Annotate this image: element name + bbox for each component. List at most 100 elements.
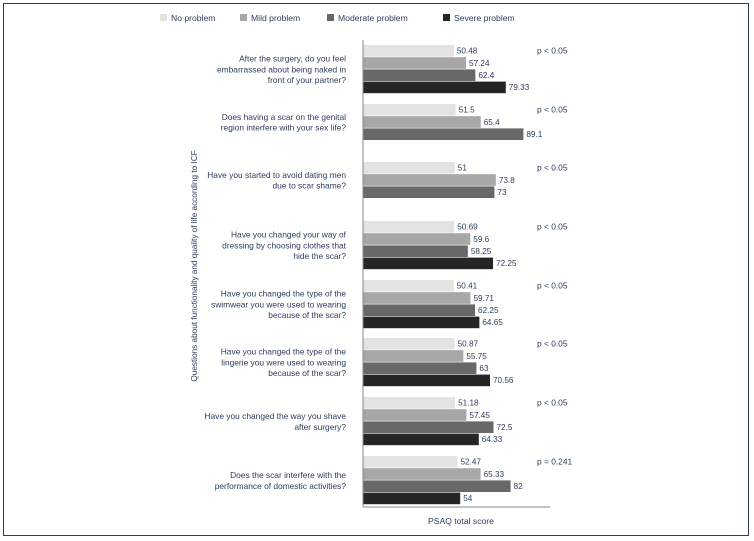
legend-swatch-0 bbox=[160, 14, 167, 21]
p-value-4: p < 0.05 bbox=[537, 281, 568, 291]
p-value-2: p < 0.05 bbox=[537, 163, 568, 173]
question-label-5-0: Have you changed the type of the bbox=[221, 347, 347, 357]
bar-5-1 bbox=[363, 350, 464, 362]
p-value-6: p < 0.05 bbox=[537, 398, 568, 408]
bar-value-label-4-0: 50.41 bbox=[457, 282, 478, 291]
question-label-0-0: After the surgery, do you feel bbox=[239, 54, 346, 64]
question-label-0-2: front of your partner? bbox=[268, 75, 347, 85]
bar-value-label-6-3: 64.33 bbox=[482, 435, 503, 444]
bar-value-label-5-1: 55.75 bbox=[466, 352, 487, 361]
bar-value-label-4-2: 62.25 bbox=[478, 306, 499, 315]
legend: No problem Mild problem Moderate problem Se… bbox=[160, 13, 515, 23]
bars-group: After the surgery, do you feelembarrasse… bbox=[204, 45, 573, 505]
bar-value-label-0-3: 79.33 bbox=[509, 83, 530, 92]
bar-6-3 bbox=[363, 433, 479, 446]
legend-label-1: Mild problem bbox=[251, 13, 300, 23]
bar-value-label-7-0: 52.47 bbox=[460, 458, 481, 467]
bar-5-3 bbox=[363, 374, 491, 387]
question-label-3-2: hide the scar? bbox=[293, 251, 346, 261]
question-label-6-0: Have you changed the way you shave bbox=[204, 411, 346, 421]
bar-value-label-4-1: 59.71 bbox=[473, 294, 494, 303]
bar-value-label-3-2: 58.25 bbox=[471, 247, 492, 256]
question-label-2-1: due to scar shame? bbox=[272, 181, 346, 191]
p-value-0: p < 0.05 bbox=[537, 46, 568, 56]
bar-value-label-5-0: 50.87 bbox=[458, 340, 479, 349]
bar-3-1 bbox=[363, 233, 471, 245]
bar-value-label-2-2: 73 bbox=[497, 188, 507, 197]
bar-value-label-3-0: 50.69 bbox=[457, 223, 478, 232]
bar-0-2 bbox=[363, 69, 476, 81]
bar-value-label-0-1: 57.24 bbox=[469, 59, 490, 68]
bar-value-label-4-3: 64.65 bbox=[482, 318, 503, 327]
question-label-7-1: performance of domestic activities? bbox=[215, 481, 347, 491]
question-label-5-2: because of the scar? bbox=[268, 368, 346, 378]
legend-label-2: Moderate problem bbox=[338, 13, 408, 23]
p-value-3: p < 0.05 bbox=[537, 222, 568, 232]
bar-4-1 bbox=[363, 292, 471, 304]
bar-3-3 bbox=[363, 257, 494, 270]
bar-value-label-1-0: 51.5 bbox=[459, 106, 475, 115]
bar-value-label-5-3: 70.56 bbox=[493, 376, 514, 385]
question-label-1-1: region interfere with your sex life? bbox=[221, 123, 347, 133]
question-label-5-1: lingerie you were used to wearing bbox=[221, 357, 346, 367]
bar-6-0 bbox=[363, 397, 456, 409]
question-label-4-2: because of the scar? bbox=[268, 310, 346, 320]
bar-7-3 bbox=[363, 492, 461, 505]
axes-group: PSAQ total score bbox=[362, 40, 550, 526]
bar-0-3 bbox=[363, 81, 506, 94]
bar-2-0 bbox=[363, 162, 455, 174]
question-label-1-0: Does having a scar on the genital bbox=[222, 112, 346, 122]
bar-value-label-0-2: 62.4 bbox=[478, 71, 494, 80]
bar-value-label-7-2: 82 bbox=[514, 482, 524, 491]
bar-5-2 bbox=[363, 362, 477, 374]
bar-2-2 bbox=[363, 186, 495, 198]
bar-1-1 bbox=[363, 116, 481, 128]
bar-6-2 bbox=[363, 421, 494, 433]
p-value-5: p < 0.05 bbox=[537, 339, 568, 349]
bar-4-0 bbox=[363, 280, 454, 292]
bar-value-label-6-0: 51.18 bbox=[458, 399, 479, 408]
legend-swatch-3 bbox=[443, 14, 450, 21]
bar-5-0 bbox=[363, 338, 455, 350]
y-axis-label: Questions about functionality and qualit… bbox=[190, 150, 199, 381]
bar-4-2 bbox=[363, 304, 476, 316]
bar-value-label-2-0: 51 bbox=[458, 164, 468, 173]
bar-3-0 bbox=[363, 221, 455, 233]
bar-value-label-2-1: 73.8 bbox=[499, 176, 515, 185]
y-axis-label-group: Questions about functionality and qualit… bbox=[190, 150, 199, 381]
bar-value-label-5-2: 63 bbox=[479, 364, 489, 373]
bar-value-label-7-3: 54 bbox=[463, 494, 473, 503]
bar-value-label-0-0: 50.48 bbox=[457, 47, 478, 56]
bar-value-label-6-2: 72.5 bbox=[497, 423, 513, 432]
bar-7-0 bbox=[363, 456, 458, 468]
p-value-1: p < 0.05 bbox=[537, 105, 568, 115]
question-label-6-1: after surgery? bbox=[294, 422, 346, 432]
legend-swatch-2 bbox=[327, 14, 334, 21]
question-label-3-1: dressing by choosing clothes that bbox=[222, 240, 347, 250]
bar-value-label-3-3: 72.25 bbox=[496, 259, 517, 268]
bar-4-3 bbox=[363, 316, 480, 329]
bar-value-label-1-2: 89.1 bbox=[526, 130, 542, 139]
figure-frame bbox=[3, 3, 749, 536]
bar-7-2 bbox=[363, 480, 511, 492]
question-label-4-1: swimwear you were used to wearing bbox=[211, 299, 346, 309]
legend-swatch-1 bbox=[240, 14, 247, 21]
bar-value-label-6-1: 57.45 bbox=[469, 411, 490, 420]
question-label-3-0: Have you changed your way of bbox=[231, 230, 347, 240]
bar-0-0 bbox=[363, 45, 454, 57]
legend-label-0: No problem bbox=[171, 13, 215, 23]
p-value-7: p = 0.241 bbox=[537, 457, 573, 467]
x-axis-label: PSAQ total score bbox=[428, 516, 494, 526]
legend-label-3: Severe problem bbox=[454, 13, 515, 23]
bar-3-2 bbox=[363, 245, 468, 257]
bar-2-1 bbox=[363, 174, 496, 186]
question-label-2-0: Have you started to avoid dating men bbox=[207, 170, 346, 180]
question-label-4-0: Have you changed the type of the bbox=[221, 289, 347, 299]
bar-1-0 bbox=[363, 104, 456, 116]
bar-value-label-7-1: 65.33 bbox=[484, 470, 505, 479]
bar-7-1 bbox=[363, 468, 481, 480]
bar-6-1 bbox=[363, 409, 467, 421]
bar-1-2 bbox=[363, 128, 524, 140]
question-label-0-1: embarrassed about being naked in bbox=[217, 64, 346, 74]
